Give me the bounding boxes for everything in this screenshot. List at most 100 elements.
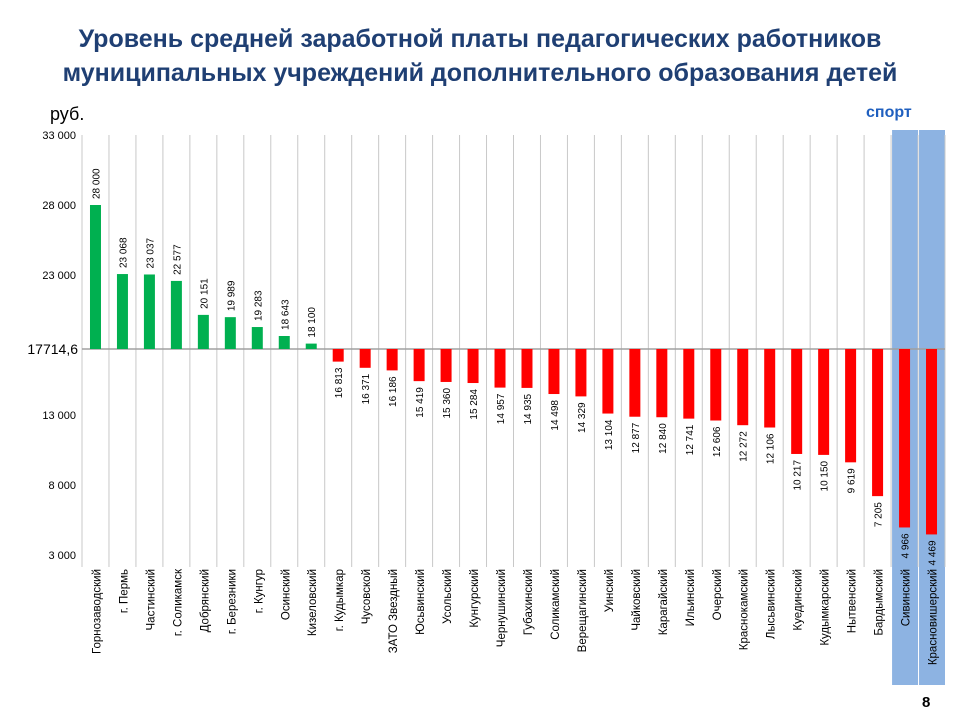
y-tick-label: 13 000 (42, 410, 76, 422)
baseline-label: 17714,6 (27, 341, 78, 357)
data-label: 13 104 (604, 419, 615, 450)
bar (494, 348, 506, 388)
bar (251, 327, 263, 349)
bar (764, 348, 776, 428)
category-label: Соликамский (550, 569, 562, 640)
category-label: г. Кудымкар (334, 569, 346, 631)
category-label: ЗАТО Звездный (388, 569, 400, 653)
data-label: 15 419 (415, 387, 426, 418)
bar (332, 348, 344, 362)
category-label: г. Пермь (118, 569, 130, 613)
page-number: 8 (922, 694, 931, 711)
category-label: Карагайский (658, 569, 670, 635)
data-label: 10 150 (820, 460, 831, 491)
data-label: 14 957 (496, 393, 507, 424)
category-label: г. Соликамск (172, 568, 184, 636)
data-label: 12 106 (766, 433, 777, 464)
data-label: 14 498 (550, 400, 561, 431)
bar (926, 348, 938, 535)
category-label: Осинский (280, 569, 292, 620)
data-label: 16 813 (334, 367, 345, 398)
data-label: 23 037 (145, 237, 156, 268)
category-label: г. Кунгур (253, 569, 265, 613)
category-label: Усольский (442, 569, 454, 624)
data-label: 18 643 (280, 299, 291, 330)
category-label: Юсьвинский (415, 569, 427, 635)
category-label: Губахинский (523, 569, 535, 635)
category-label: Верещагинский (577, 569, 589, 652)
data-label: 15 284 (469, 389, 480, 420)
data-label: 19 283 (253, 290, 264, 321)
bar (386, 348, 398, 371)
category-label: Чернушинский (496, 569, 508, 647)
category-label: Куединский (793, 569, 805, 631)
data-label: 28 000 (91, 168, 102, 199)
data-label: 9 619 (847, 468, 858, 493)
bar (710, 348, 722, 421)
data-label: 4 966 (901, 533, 912, 558)
data-label: 12 606 (712, 426, 723, 457)
data-label: 18 100 (307, 307, 318, 338)
category-label: Кизеловский (307, 569, 319, 636)
y-tick-label: 3 000 (48, 550, 76, 562)
category-label: Добрянский (199, 569, 211, 632)
data-label: 14 935 (523, 393, 534, 424)
category-label: Нытвенский (847, 569, 859, 633)
category-label: Лысьвинский (766, 569, 778, 639)
data-label: 22 577 (172, 244, 183, 275)
data-label: 14 329 (577, 402, 588, 433)
category-label: Уинский (604, 569, 616, 612)
title-line-2: муниципальных учреждений дополнительного… (62, 59, 898, 87)
data-label: 16 371 (361, 373, 372, 404)
bar (737, 348, 749, 426)
y-tick-label: 33 000 (42, 130, 76, 142)
data-label: 4 469 (928, 540, 939, 565)
bar (440, 348, 452, 382)
data-label: 7 205 (874, 502, 885, 527)
category-label: г. Березники (226, 569, 238, 634)
y-tick-label: 28 000 (42, 200, 76, 212)
bar (143, 274, 155, 349)
bar (305, 343, 317, 349)
y-tick-label: 23 000 (42, 270, 76, 282)
data-label: 16 186 (388, 376, 399, 407)
category-label: Чусовской (361, 569, 373, 624)
category-label: Сивинский (901, 569, 913, 626)
bar (224, 317, 236, 349)
bar (89, 205, 101, 349)
data-label: 12 840 (658, 423, 669, 454)
bar (521, 348, 533, 388)
category-label: Чайковский (631, 569, 643, 631)
bar (656, 348, 668, 418)
category-label: Частинский (145, 569, 157, 630)
data-label: 20 151 (199, 278, 210, 309)
bar (548, 348, 560, 395)
bar (467, 348, 479, 384)
bar (629, 348, 641, 417)
title-line-1: Уровень средней заработной платы педагог… (78, 25, 882, 53)
data-label: 15 360 (442, 388, 453, 419)
bar (791, 348, 803, 454)
category-label: Ильинский (685, 569, 697, 626)
data-label: 19 989 (226, 280, 237, 311)
bar (683, 348, 695, 419)
data-label: 23 068 (118, 237, 129, 268)
bar (575, 348, 587, 397)
category-label: Кудымкарский (820, 569, 832, 646)
y-tick-label: 8 000 (48, 480, 76, 492)
category-label: Кунгурский (469, 569, 481, 628)
data-label: 12 877 (631, 422, 642, 453)
bar (818, 348, 830, 455)
data-label: 12 741 (685, 424, 696, 455)
bar (899, 348, 911, 528)
bar (197, 314, 209, 349)
data-label: 10 217 (793, 460, 804, 491)
category-label: Краснокамский (739, 569, 751, 650)
bar (170, 280, 182, 349)
chart-title: Уровень средней заработной платы педагог… (0, 22, 960, 90)
category-label: Бардымский (874, 569, 886, 636)
bar (872, 348, 884, 497)
unit-label: руб. (50, 104, 85, 124)
bar (413, 348, 425, 382)
